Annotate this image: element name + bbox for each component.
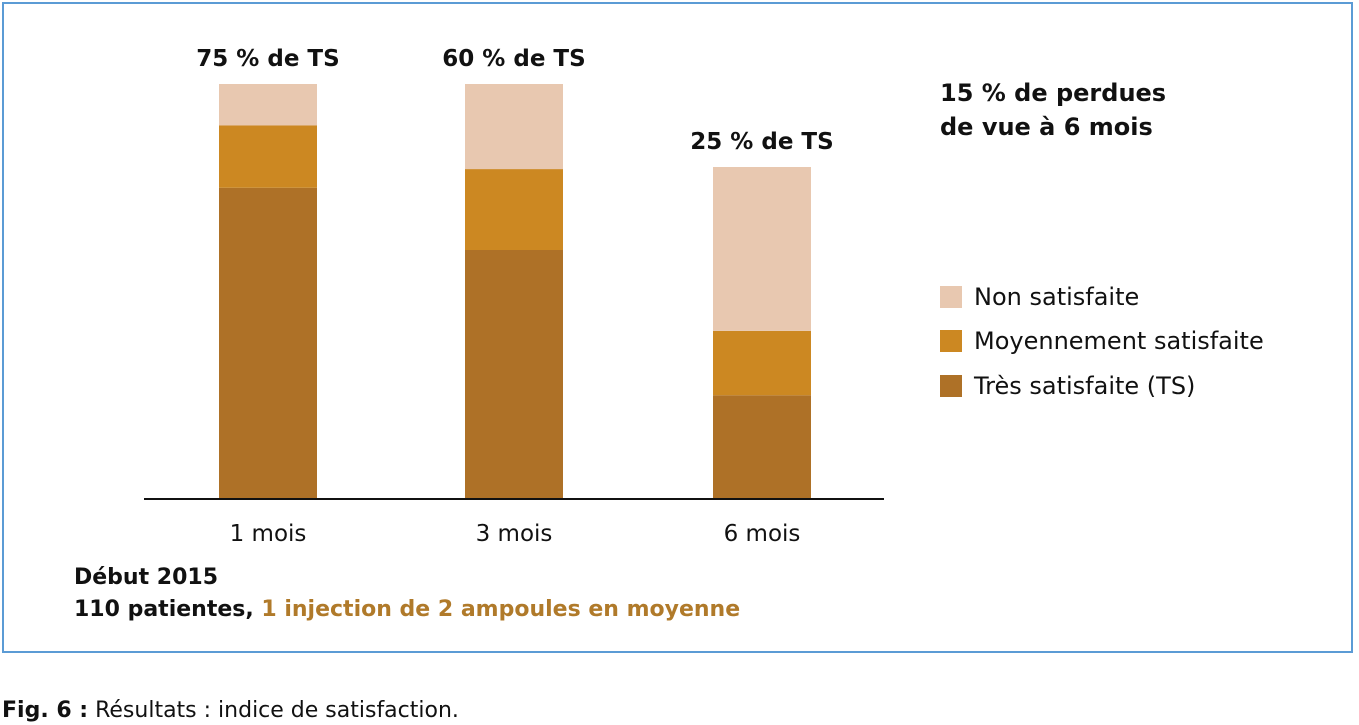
bar-label: 60 % de TS bbox=[442, 46, 585, 72]
figure-caption-label: Fig. 6 : bbox=[2, 698, 89, 723]
lost-to-followup-note: 15 % de perdues de vue à 6 mois bbox=[940, 79, 1167, 141]
legend-label: Non satisfaite bbox=[974, 283, 1140, 311]
bar-segment bbox=[219, 84, 317, 126]
legend-item-moyennement-satisfaite: Moyennement satisfaite bbox=[940, 327, 1264, 355]
x-tick-label: 6 mois bbox=[724, 521, 801, 547]
bar-segment bbox=[219, 187, 317, 499]
x-tick-label: 1 mois bbox=[230, 521, 307, 547]
bar-segment bbox=[465, 84, 563, 170]
bar-segment bbox=[713, 330, 811, 396]
legend-label: Moyennement satisfaite bbox=[974, 327, 1264, 355]
legend-swatch bbox=[940, 375, 962, 397]
bar-label: 75 % de TS bbox=[196, 46, 339, 72]
figure-caption: Fig. 6 : Résultats : indice de satisfact… bbox=[2, 698, 459, 723]
injection-details-text: 1 injection de 2 ampoules en moyenne bbox=[261, 597, 741, 622]
bar-label: 25 % de TS bbox=[690, 129, 833, 155]
study-start-label: Début 2015 bbox=[74, 565, 218, 590]
bar-segment bbox=[465, 169, 563, 250]
bar-segment bbox=[713, 167, 811, 331]
x-tick-label: 3 mois bbox=[476, 521, 553, 547]
patients-count-text: 110 patientes, bbox=[74, 597, 262, 622]
bar-segment bbox=[465, 250, 563, 499]
legend-swatch bbox=[940, 286, 962, 308]
bar-segment bbox=[219, 125, 317, 188]
legend-item-non-satisfaite: Non satisfaite bbox=[940, 283, 1140, 311]
study-details: 110 patientes, 1 injection de 2 ampoules… bbox=[74, 597, 740, 622]
figure-frame bbox=[2, 2, 1353, 653]
legend-label: Très satisfaite (TS) bbox=[974, 372, 1196, 400]
legend-swatch bbox=[940, 330, 962, 352]
bar-segment bbox=[713, 395, 811, 499]
bars-group bbox=[219, 84, 811, 499]
figure-caption-text: Résultats : indice de satisfaction. bbox=[88, 698, 459, 723]
labels-group: 75 % de TS 1 mois 60 % de TS 3 mois 25 % de … bbox=[196, 46, 833, 547]
legend-item-tres-satisfaite: Très satisfaite (TS) bbox=[940, 372, 1196, 400]
